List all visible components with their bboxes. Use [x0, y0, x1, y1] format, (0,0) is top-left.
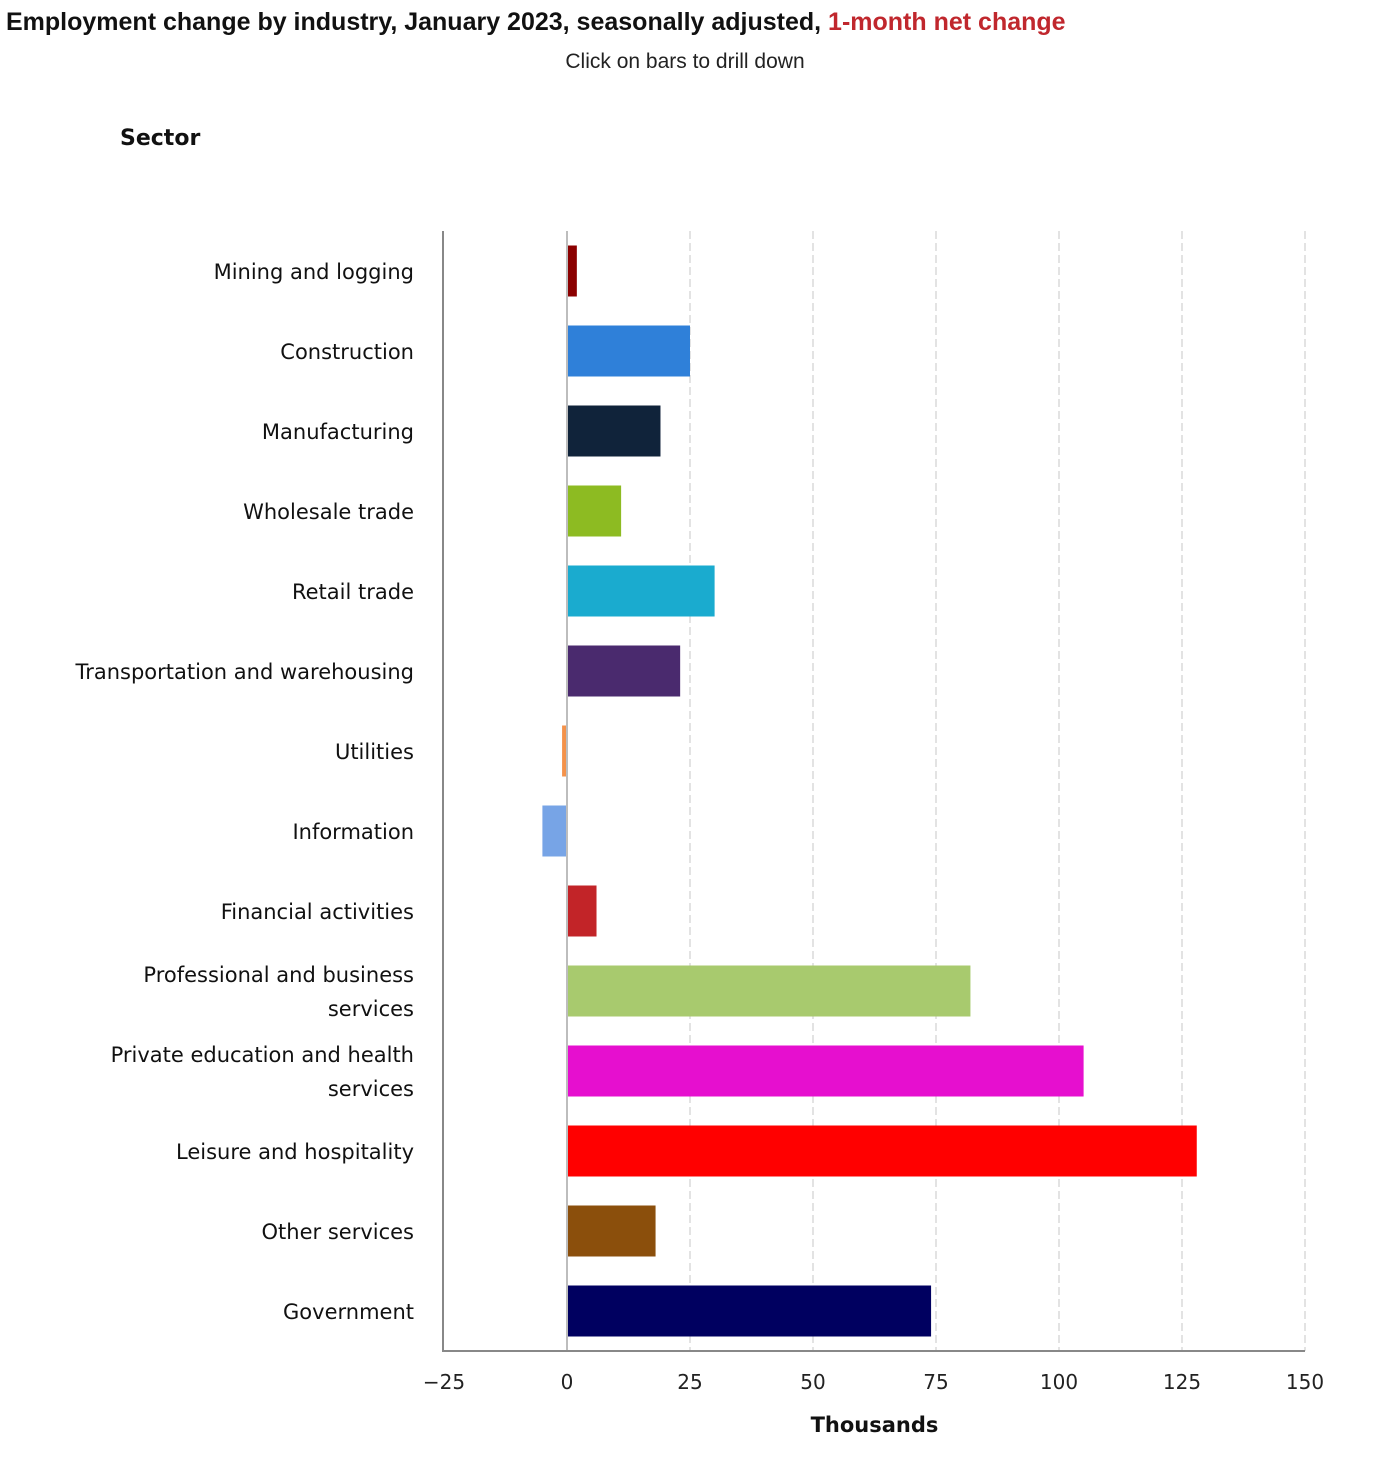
bar-mining-and-logging[interactable]: [567, 245, 577, 297]
category-label: Mining and logging: [214, 260, 414, 284]
tick-labels: −25 0 25 50 75 100 125 150: [423, 1370, 1324, 1394]
bar-wholesale-trade[interactable]: [567, 485, 622, 537]
category-label: Professional and business services: [143, 963, 414, 1021]
y-axis-title: Sector: [120, 126, 201, 151]
bar-manufacturing[interactable]: [567, 405, 661, 457]
category-label: Government: [283, 1300, 414, 1324]
x-tick-label: 75: [923, 1370, 948, 1394]
category-label: Utilities: [335, 740, 414, 764]
bar-retail-trade[interactable]: [567, 565, 715, 617]
x-axis-title: Thousands: [811, 1413, 939, 1437]
x-tick-label: 0: [561, 1370, 574, 1394]
category-label: Other services: [262, 1220, 414, 1244]
x-tick-label: 125: [1163, 1370, 1201, 1394]
category-label: Information: [292, 820, 414, 844]
category-label: Manufacturing: [262, 420, 414, 444]
category-label: Construction: [280, 340, 414, 364]
chart-title-main: Employment change by industry, January 2…: [6, 8, 829, 36]
gridlines: [689, 231, 1306, 1351]
x-tick-label: −25: [423, 1370, 465, 1394]
category-label: Leisure and hospitality: [176, 1140, 414, 1164]
bar-professional-and-business-services[interactable]: [567, 965, 971, 1017]
chart-subtitle: Click on bars to drill down: [565, 50, 805, 73]
x-tick-label: 150: [1286, 1370, 1324, 1394]
bar-transportation-and-warehousing[interactable]: [567, 645, 681, 697]
bar-construction[interactable]: [567, 325, 690, 377]
category-labels: Mining and logging Construction Manufactur…: [74, 260, 414, 1324]
category-label: Transportation and warehousing: [74, 660, 414, 684]
bar-other-services[interactable]: [567, 1205, 656, 1257]
category-label: Retail trade: [292, 580, 414, 604]
bar-leisure-and-hospitality[interactable]: [567, 1125, 1197, 1177]
chart-title-accent: 1-month net change: [828, 8, 1066, 36]
chart-title: Employment change by industry, January 2…: [6, 8, 1066, 37]
bar-information[interactable]: [542, 805, 567, 857]
bar-utilities[interactable]: [562, 725, 567, 777]
bar-financial-activities[interactable]: [567, 885, 597, 937]
category-label: Private education and health services: [111, 1043, 414, 1101]
category-label: Wholesale trade: [243, 500, 414, 524]
x-tick-label: 100: [1040, 1370, 1078, 1394]
bar-government[interactable]: [567, 1285, 932, 1337]
axes: [442, 231, 1305, 1352]
bars: [542, 245, 1197, 1337]
x-tick-label: 25: [677, 1370, 702, 1394]
x-tick-label: 50: [800, 1370, 825, 1394]
bar-private-education-and-health-services[interactable]: [567, 1045, 1084, 1097]
category-label: Financial activities: [221, 900, 414, 924]
